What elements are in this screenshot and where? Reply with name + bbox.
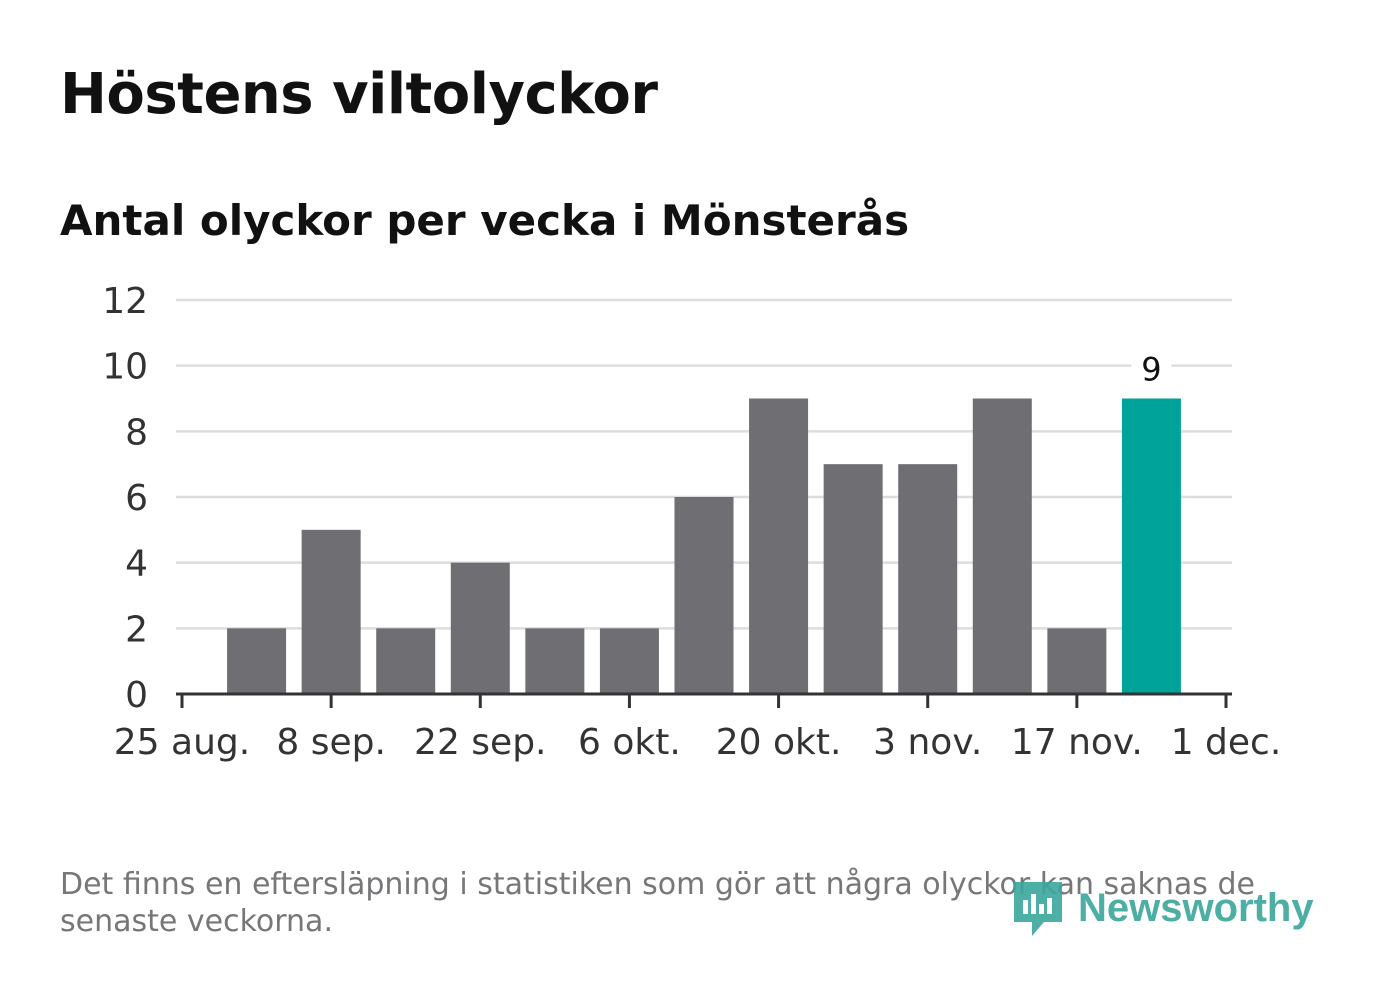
x-tick-label: 8 sep. <box>276 722 386 763</box>
bar <box>376 628 436 694</box>
y-tick-label: 12 <box>102 281 148 322</box>
x-tick-label: 6 okt. <box>578 722 681 763</box>
x-tick-label: 3 nov. <box>873 722 982 763</box>
data-label: 9 <box>1141 351 1161 389</box>
newsworthy-logo-icon <box>1014 882 1062 936</box>
axes <box>176 692 1232 708</box>
y-tick-label: 0 <box>125 675 148 716</box>
y-tick-label: 10 <box>102 347 148 388</box>
x-tick-label: 25 aug. <box>114 722 250 763</box>
bar-highlight <box>1121 398 1181 694</box>
bar <box>1047 628 1107 694</box>
x-tick-label: 22 sep. <box>414 722 546 763</box>
y-tick-label: 6 <box>125 478 148 519</box>
brand-name: Newsworthy <box>1078 885 1314 930</box>
y-tick-label: 2 <box>125 609 148 650</box>
chart-title: Höstens viltolyckor <box>60 62 658 127</box>
bar <box>450 562 510 694</box>
labels: 0 2 4 6 8 10 12 9 25 aug. 8 sep. 22 sep. 6 okt. 20 o… <box>102 281 1281 763</box>
bar <box>301 529 361 694</box>
x-tick-label: 20 okt. <box>716 722 842 763</box>
bar <box>227 628 287 694</box>
bar <box>749 398 809 694</box>
bar <box>898 464 958 694</box>
bar-chart: 0 2 4 6 8 10 12 9 25 aug. 8 sep. 22 sep. 6 okt. 20 o… <box>102 281 1281 763</box>
data-label-background <box>1131 350 1172 389</box>
bar <box>525 628 585 694</box>
bar <box>823 464 883 694</box>
x-tick-label: 1 dec. <box>1171 722 1282 763</box>
chart-subtitle: Antal olyckor per vecka i Mönsterås <box>60 196 910 245</box>
bar <box>972 398 1032 694</box>
brand-logo: Newsworthy <box>1010 878 1314 938</box>
bar <box>674 497 734 694</box>
x-tick-label: 17 nov. <box>1011 722 1143 763</box>
y-tick-label: 4 <box>125 544 148 585</box>
bars <box>227 398 1181 694</box>
y-tick-label: 8 <box>125 412 148 453</box>
bar <box>599 628 659 694</box>
